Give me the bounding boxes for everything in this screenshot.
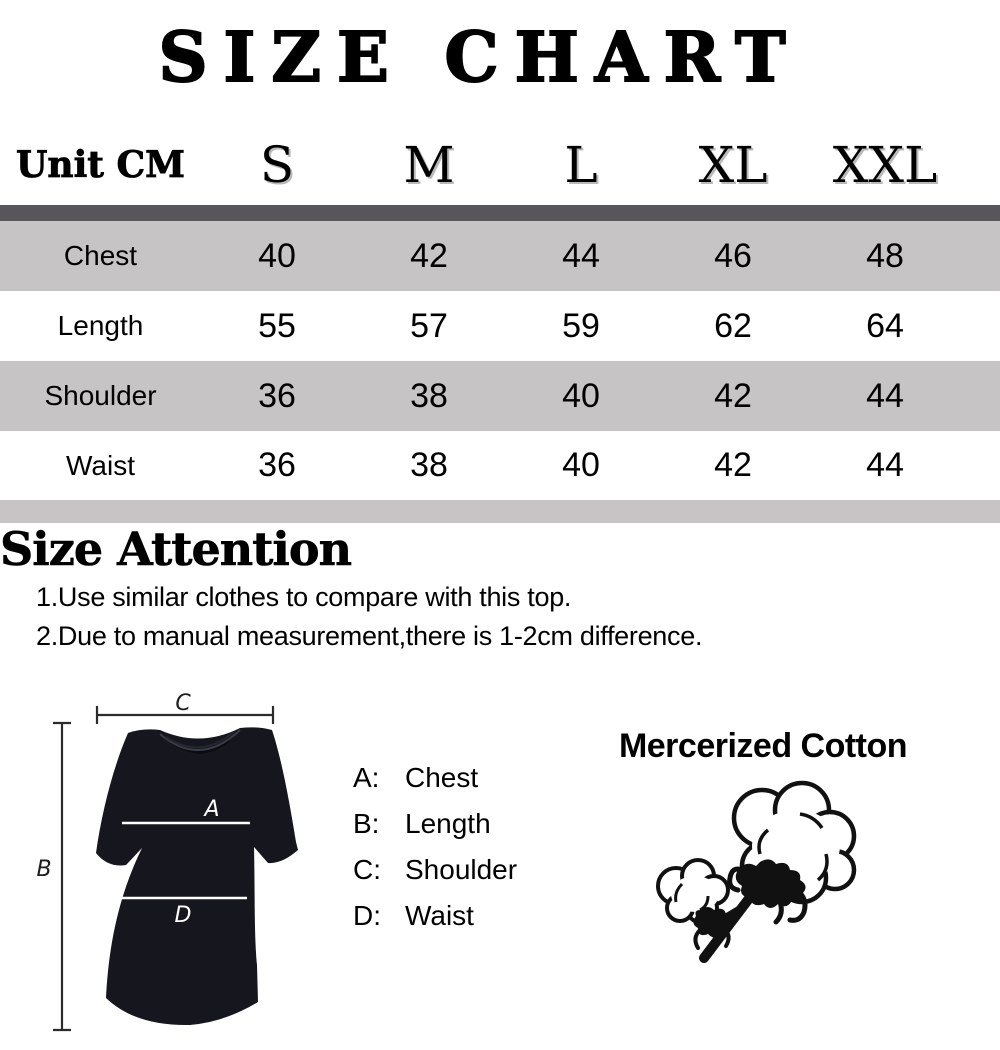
legend-key: C: <box>353 854 381 885</box>
table-row-length: Length 55 57 59 62 64 <box>0 291 1000 361</box>
table-cell: 48 <box>866 236 904 275</box>
legend-key: A: <box>353 762 380 793</box>
column-header-l: L <box>564 136 598 194</box>
attention-note-1: 1.Use similar clothes to compare with th… <box>36 582 572 612</box>
table-cell: 64 <box>866 306 904 345</box>
table-cell: 38 <box>410 446 448 484</box>
cotton-calyx-large <box>735 859 806 908</box>
table-cell: 44 <box>866 446 904 484</box>
cotton-boll-large-detail <box>757 812 829 882</box>
attention-heading: Size Attention <box>0 522 352 576</box>
table-cell: 44 <box>562 236 600 275</box>
label-c: C <box>175 691 191 716</box>
row-label: Waist <box>66 449 135 481</box>
column-header-m: M <box>403 136 455 194</box>
collar-opening <box>162 730 238 754</box>
table-header-row: Unit CM S M L XL XXL <box>0 128 1000 202</box>
legend-name: Length <box>405 808 491 839</box>
legend-name: Shoulder <box>405 854 518 885</box>
table-row-shoulder: Shoulder 36 38 40 42 44 <box>0 361 1000 431</box>
collar-band <box>159 729 241 751</box>
tshirt-silhouette <box>96 727 298 1026</box>
table-row-waist: Waist 36 38 40 42 44 <box>0 431 1000 500</box>
table-divider-bar <box>0 205 1000 221</box>
cotton-calyx-large-claws <box>727 866 808 925</box>
table-cell: 42 <box>714 446 752 484</box>
table-cell: 40 <box>258 236 296 275</box>
page-title: SIZE CHART <box>157 18 802 98</box>
cotton-plant-illustration <box>656 780 857 963</box>
table-cell: 42 <box>410 236 448 275</box>
label-b: B <box>36 857 51 882</box>
table-cell: 38 <box>410 376 448 415</box>
table-cell: 46 <box>714 236 752 275</box>
attention-notes: 1.Use similar clothes to compare with th… <box>36 578 702 656</box>
table-cell: 55 <box>258 306 296 345</box>
table-cell: 36 <box>258 446 296 484</box>
table-cell: 62 <box>714 306 752 345</box>
legend-name: Chest <box>405 762 479 793</box>
table-cell: 40 <box>562 376 600 415</box>
collar-band-inner <box>165 731 235 749</box>
cotton-calyx-small <box>693 907 732 938</box>
table-cell: 40 <box>562 446 600 484</box>
table-cell: 36 <box>258 376 296 415</box>
attention-note-2: 2.Due to manual measurement,there is 1-2… <box>36 621 703 651</box>
table-row-chest: Chest 40 42 44 46 48 <box>0 221 1000 291</box>
legend-key: B: <box>353 808 380 839</box>
table-cell: 44 <box>866 376 904 415</box>
cotton-boll-large <box>731 780 857 905</box>
table-cell: 57 <box>410 306 448 345</box>
row-label: Length <box>57 310 144 341</box>
length-measure-line <box>53 721 71 1032</box>
row-label: Shoulder <box>44 380 157 411</box>
cotton-boll-small <box>656 858 730 925</box>
row-label: Chest <box>63 240 138 271</box>
column-header-xxl: XXL <box>832 136 938 194</box>
column-header-s: S <box>259 136 295 194</box>
legend-row-b: B: Length <box>353 801 517 847</box>
tshirt-diagram: C B A D <box>36 691 298 1032</box>
table-cell: 59 <box>562 306 600 345</box>
column-header-xl: XL <box>698 136 768 194</box>
legend-row-c: C: Shoulder <box>353 847 517 893</box>
table-cell: 42 <box>714 376 752 415</box>
legend-key: D: <box>353 900 381 931</box>
label-a: A <box>202 797 219 822</box>
legend-row-a: A: Chest <box>353 755 517 801</box>
label-d: D <box>175 903 192 928</box>
material-label: Mercerized Cotton <box>618 727 908 765</box>
unit-label: Unit CM <box>16 144 186 187</box>
legend-name: Waist <box>405 900 474 931</box>
shoulder-measure-line <box>95 706 275 724</box>
table-footer-bar <box>0 500 1000 523</box>
cotton-calyx-small-claws <box>693 926 731 950</box>
legend-row-d: D: Waist <box>353 893 517 939</box>
measure-legend: A: Chest B: Length C: Shoulder D: Waist <box>353 755 517 939</box>
